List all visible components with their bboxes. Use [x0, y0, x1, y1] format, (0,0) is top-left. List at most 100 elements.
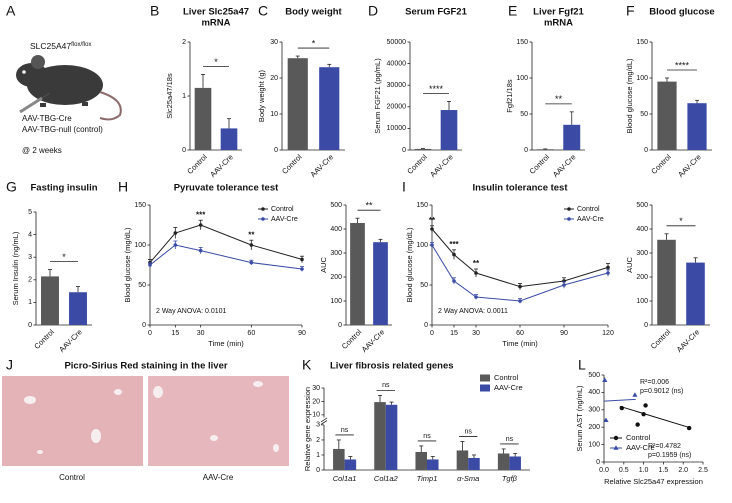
x-axis-label: Relative Slc25a47 expression — [604, 477, 703, 486]
y-tick-label: 50 — [640, 111, 648, 118]
legend-label: Control — [271, 206, 294, 213]
point — [686, 425, 692, 431]
y-axis-label: Fgf21/18s — [505, 79, 514, 113]
chart-title: Body weight — [285, 7, 342, 18]
x-tick-label: Col1a1 — [333, 474, 357, 483]
bar — [687, 103, 707, 150]
legend-marker — [613, 435, 619, 441]
legend-swatch — [480, 384, 490, 392]
chart-title: Insulin tolerance test — [472, 183, 568, 194]
mouse-eye — [22, 70, 26, 74]
y-tick-label: 0 — [182, 147, 186, 154]
bar — [536, 149, 554, 150]
mouse-ear — [31, 55, 45, 69]
y-tick-label: 100 — [416, 242, 428, 249]
y-axis-label: Body weight (g) — [257, 69, 266, 122]
x-tick-label: AAV-Cre — [208, 152, 235, 179]
y-tick-label: 400 — [636, 226, 648, 233]
bar — [220, 128, 238, 150]
significance-label: ns — [382, 382, 390, 389]
x-tick-label: 2.0 — [678, 467, 688, 474]
point — [474, 271, 478, 275]
y-axis-label: Slc25a47/18s — [165, 73, 174, 119]
point — [173, 243, 178, 247]
anova-label: 2 Way ANOVA: 0.0101 — [156, 308, 227, 315]
bar — [657, 239, 676, 325]
y-tick-label: 0 — [316, 467, 320, 474]
y-tick-label: 1 — [28, 299, 32, 306]
legend-swatch — [480, 374, 490, 382]
bar — [563, 124, 581, 150]
bar — [686, 262, 705, 325]
y-tick-label: 300 — [636, 250, 648, 257]
point — [603, 417, 609, 423]
vessel — [273, 444, 279, 452]
x-tick-label: Control — [649, 327, 673, 351]
y-tick-label: 3 — [316, 422, 320, 429]
y-tick-label: 0 — [274, 147, 278, 154]
x-tick-label: Timp1 — [417, 474, 438, 483]
significance-label: ns — [341, 427, 349, 434]
y-tick-label: 50 — [138, 282, 146, 289]
significance-label: * — [312, 38, 316, 48]
point — [474, 295, 478, 299]
chart-title: mRNA — [201, 18, 230, 29]
x-tick-label: 60 — [247, 330, 255, 337]
chart-title: Blood glucose — [649, 7, 714, 18]
timepoint: @ 2 weeks — [22, 146, 62, 155]
x-tick-label: 2.5 — [698, 467, 708, 474]
point — [173, 231, 178, 235]
vessel — [153, 386, 163, 398]
bar — [440, 110, 458, 150]
mouse-head — [16, 63, 48, 87]
y-tick-label: 100 — [134, 242, 146, 249]
bar — [319, 67, 340, 150]
point — [300, 267, 304, 271]
x-tick-label: Control — [405, 152, 429, 176]
point — [148, 263, 152, 267]
bar — [385, 404, 398, 470]
panel-label: J — [6, 357, 13, 373]
series-line — [149, 244, 303, 270]
x-tick-label: 0 — [430, 330, 434, 337]
significance-label: ** — [429, 216, 436, 225]
bar — [456, 450, 469, 470]
legend-label: Control — [577, 206, 600, 213]
bar — [41, 276, 59, 325]
treatment: AAV-TBG-null (control) — [22, 125, 103, 134]
trend-line — [619, 405, 692, 429]
vessel — [91, 429, 101, 443]
legend-marker — [261, 207, 265, 211]
point — [643, 403, 648, 408]
y-tick-label: 3 — [28, 254, 32, 261]
panel-label: G — [6, 179, 17, 195]
series-line — [431, 228, 609, 288]
point — [430, 243, 434, 247]
x-tick-label: 30 — [472, 330, 480, 337]
x-tick-label: Control — [185, 152, 209, 176]
x-tick-label: Control — [528, 152, 552, 176]
y-tick-label: 1 — [182, 93, 186, 100]
bar — [69, 292, 87, 325]
y-tick-label: 200 — [330, 274, 342, 281]
histology: J Picro-Sirius Red staining in the liver… — [2, 357, 289, 482]
y-tick-label: 400 — [330, 226, 342, 233]
y-tick-label: 0 — [402, 147, 406, 154]
point — [641, 411, 646, 417]
x-tick-label: AAV-Cre — [676, 152, 703, 179]
x-tick-label: 90 — [298, 330, 306, 337]
schematic: A SLC25A47flox/flox AAV-TBG-Cre AAV-TBG-… — [6, 3, 122, 155]
significance-label: * — [62, 252, 66, 262]
point — [602, 377, 608, 383]
x-tick-label: 1.5 — [659, 467, 669, 474]
y-tick-label: 0 — [424, 322, 428, 329]
y-axis-label: Blood glucose (mg/dL) — [625, 58, 634, 134]
x-tick-label: AAV-Cre — [308, 152, 335, 179]
histology-image — [2, 376, 143, 466]
x-tick-label: 15 — [450, 330, 458, 337]
y-tick-label: 400 — [588, 389, 600, 396]
x-tick-label: Control — [32, 327, 56, 351]
x-tick-label: 0.0 — [599, 467, 609, 474]
bar — [333, 448, 345, 470]
syringe — [19, 96, 43, 114]
